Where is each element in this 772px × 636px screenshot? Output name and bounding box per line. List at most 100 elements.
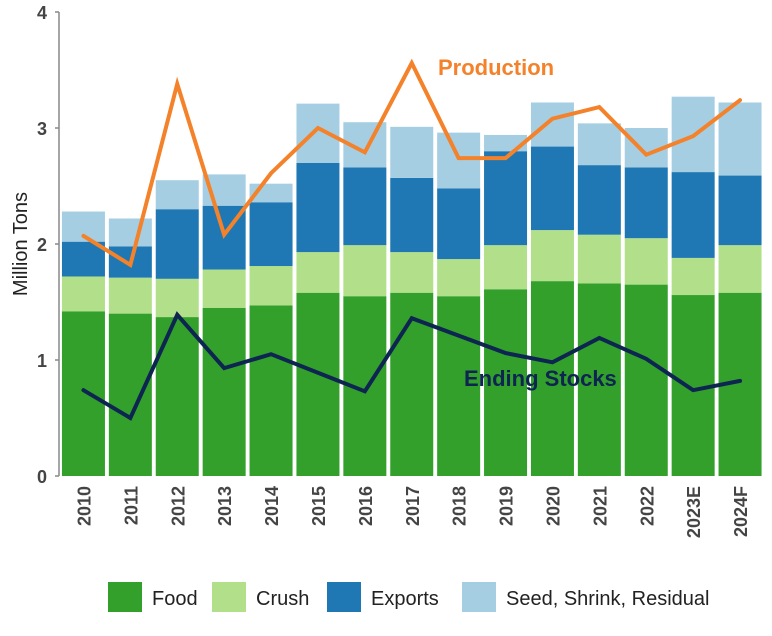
point-ending-stocks-2021 xyxy=(598,337,600,339)
point-production-2024F xyxy=(739,99,741,101)
bar-food-2011 xyxy=(108,313,152,476)
point-production-2012 xyxy=(176,83,178,85)
bar-food-2022 xyxy=(624,284,668,476)
legend-label-food: Food xyxy=(152,588,198,610)
point-production-2010 xyxy=(82,235,84,237)
bar-food-2021 xyxy=(577,283,621,476)
x-tick-label: 2010 xyxy=(74,486,94,526)
y-axis-label: Million Tons xyxy=(10,192,32,296)
point-ending-stocks-2015 xyxy=(317,372,319,374)
bar-food-2010 xyxy=(61,311,105,476)
point-ending-stocks-2019 xyxy=(505,352,507,354)
point-production-2023E xyxy=(692,135,694,137)
legend-label-seed-shrink-residual: Seed, Shrink, Residual xyxy=(506,588,709,610)
point-production-2013 xyxy=(223,234,225,236)
bar-crush-2012 xyxy=(155,278,199,318)
y-tick-label: 3 xyxy=(37,119,47,139)
legend-swatch-food xyxy=(108,582,142,612)
bar-crush-2011 xyxy=(108,277,152,314)
bar-seed-shrink-residual-2017 xyxy=(390,126,434,178)
bar-exports-2010 xyxy=(61,241,105,277)
bar-exports-2021 xyxy=(577,165,621,235)
bar-seed-shrink-residual-2012 xyxy=(155,180,199,210)
legend-label-exports: Exports xyxy=(371,588,439,610)
x-tick-label: 2017 xyxy=(403,486,423,526)
lines-layer xyxy=(81,58,743,421)
point-ending-stocks-2024F xyxy=(739,380,741,382)
bar-crush-2016 xyxy=(343,245,387,297)
point-production-2022 xyxy=(645,154,647,156)
legend: Food Crush Exports Seed, Shrink, Residual xyxy=(108,582,709,612)
y-tick-label: 0 xyxy=(37,467,47,487)
bar-exports-2019 xyxy=(484,151,528,246)
bar-exports-2022 xyxy=(624,167,668,239)
bar-seed-shrink-residual-2011 xyxy=(108,218,152,247)
x-tick-label: 2024F xyxy=(731,486,751,537)
point-ending-stocks-2022 xyxy=(645,358,647,360)
x-ticks: 2010 2011 2012 2013 2014 2015 2016 2017 2018 2019… xyxy=(74,486,751,538)
x-tick-label: 2020 xyxy=(543,486,563,526)
bar-crush-2013 xyxy=(202,269,246,308)
bar-food-2018 xyxy=(437,296,481,476)
bar-crush-2020 xyxy=(530,230,574,282)
bar-food-2012 xyxy=(155,317,199,476)
point-ending-stocks-2014 xyxy=(270,353,272,355)
bar-food-2019 xyxy=(484,289,528,476)
point-production-2014 xyxy=(270,172,272,174)
x-tick-label: 2011 xyxy=(121,486,141,525)
bars-layer xyxy=(61,96,762,476)
point-ending-stocks-2010 xyxy=(82,389,84,391)
bar-exports-2020 xyxy=(530,146,574,231)
bar-exports-2024F xyxy=(718,175,762,246)
x-tick-label: 2021 xyxy=(590,486,610,526)
bar-crush-2015 xyxy=(296,252,340,293)
x-tick-label: 2022 xyxy=(637,486,657,526)
bar-crush-2010 xyxy=(61,276,105,312)
x-tick-label: 2012 xyxy=(168,486,188,526)
x-tick-label: 2023E xyxy=(684,486,704,538)
bar-food-2014 xyxy=(249,305,293,476)
y-tick-label: 1 xyxy=(37,351,47,371)
point-ending-stocks-2017 xyxy=(411,317,413,319)
bar-exports-2018 xyxy=(437,188,481,260)
legend-label-crush: Crush xyxy=(256,588,309,610)
bar-seed-shrink-residual-2018 xyxy=(437,132,481,189)
y-tick-label: 2 xyxy=(37,235,47,255)
production-annotation: Production xyxy=(438,55,554,80)
bar-crush-2022 xyxy=(624,238,668,285)
point-ending-stocks-2011 xyxy=(129,417,131,419)
bar-crush-2024F xyxy=(718,245,762,293)
bar-crush-2023E xyxy=(671,257,715,296)
point-ending-stocks-2016 xyxy=(364,390,366,392)
point-production-2021 xyxy=(598,106,600,108)
bar-crush-2014 xyxy=(249,266,293,306)
point-production-2011 xyxy=(129,264,131,266)
bar-food-2020 xyxy=(530,281,574,476)
bar-food-2013 xyxy=(202,307,246,476)
point-production-2019 xyxy=(505,157,507,159)
x-tick-label: 2016 xyxy=(356,486,376,526)
point-ending-stocks-2018 xyxy=(458,335,460,337)
bar-crush-2018 xyxy=(437,259,481,297)
bar-seed-shrink-residual-2021 xyxy=(577,123,621,166)
y-ticks: 0 1 2 3 4 xyxy=(37,3,59,487)
bar-exports-2017 xyxy=(390,177,434,253)
point-production-2018 xyxy=(458,157,460,159)
y-tick-label: 4 xyxy=(37,3,47,23)
bar-crush-2017 xyxy=(390,252,434,293)
bar-exports-2012 xyxy=(155,209,199,279)
bar-seed-shrink-residual-2024F xyxy=(718,102,762,176)
x-tick-label: 2015 xyxy=(309,486,329,526)
bar-exports-2023E xyxy=(671,172,715,258)
x-tick-label: 2018 xyxy=(450,486,470,526)
point-ending-stocks-2023E xyxy=(692,389,694,391)
bar-crush-2019 xyxy=(484,245,528,290)
bar-exports-2015 xyxy=(296,162,340,253)
x-tick-label: 2014 xyxy=(262,486,282,526)
legend-swatch-seed-shrink-residual xyxy=(462,582,496,612)
point-ending-stocks-2020 xyxy=(551,361,553,363)
legend-swatch-exports xyxy=(327,582,361,612)
bar-seed-shrink-residual-2020 xyxy=(530,102,574,147)
